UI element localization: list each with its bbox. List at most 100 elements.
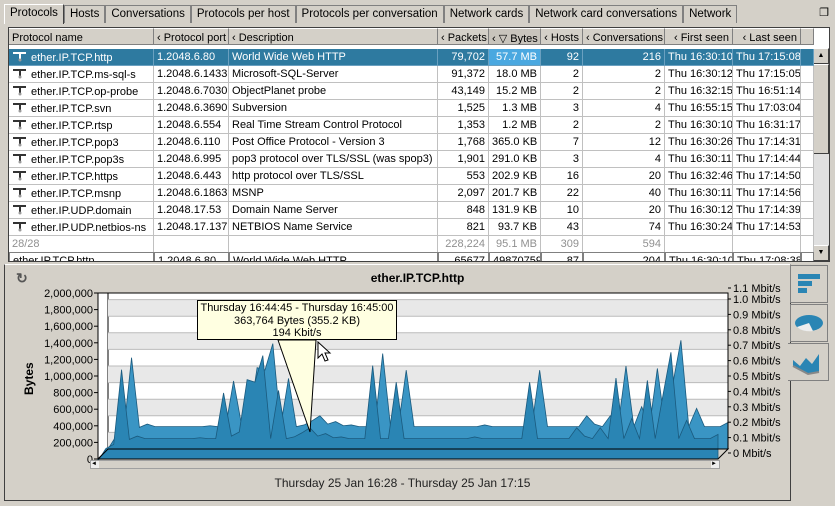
cell-text: Thu 16:32:15 (668, 85, 733, 97)
table-cell: 91,372 (438, 66, 489, 83)
table-cell: 93.7 KB (489, 219, 541, 236)
cell-text: 87 (566, 255, 579, 262)
filter-field[interactable]: 65677 (438, 252, 489, 261)
cell-text: 40 (648, 187, 661, 199)
pie-chart-tab[interactable] (790, 304, 828, 342)
table-row[interactable]: ether.IP.TCP.pop3s 1.2048.6.995 pop3 proto… (9, 151, 814, 168)
tab-protocols[interactable]: Protocols (4, 4, 64, 24)
table-cell: NETBIOS Name Service (229, 219, 438, 236)
cell-text: 43 (566, 221, 579, 233)
table-cell: ether.IP.TCP.http (9, 49, 154, 66)
cell-text: 22 (566, 187, 579, 199)
column-header[interactable]: ‹ First seen (665, 28, 733, 45)
table-cell: ether.IP.TCP.svn (9, 100, 154, 117)
protocol-icon (13, 205, 26, 215)
protocol-icon (13, 69, 26, 79)
table-header[interactable]: Protocol name ‹ Protocol port ‹ Descriptio… (9, 28, 814, 45)
cell-text: 291.0 KB (492, 153, 538, 165)
table-row[interactable]: ether.IP.TCP.https 1.2048.6.443 http proto… (9, 168, 814, 185)
table-cell: 92 (541, 49, 583, 66)
cell-text: Thu 17:15:08 (736, 51, 801, 63)
table-row[interactable]: ether.IP.UDP.domain 1.2048.17.53 Domain Na… (9, 202, 814, 219)
tab-conversations[interactable]: Conversations (105, 5, 191, 23)
table-row[interactable]: ether.IP.TCP.rtsp 1.2048.6.554 Real Time S… (9, 117, 814, 134)
filter-field[interactable]: ether.IP.TCP.http (9, 252, 154, 262)
area-chart-tab[interactable] (788, 343, 829, 381)
table-row[interactable]: ether.IP.TCP.msnp 1.2048.6.1863 MSNP 2,097 2… (9, 185, 814, 202)
vertical-scrollbar[interactable]: ▲ ▼ (813, 48, 829, 261)
protocol-icon (13, 154, 26, 164)
table-cell (801, 202, 814, 219)
cell-text: 1.2048.6.443 (157, 170, 222, 182)
filter-field[interactable] (801, 252, 814, 261)
pie-chart-icon (795, 315, 823, 332)
column-header[interactable]: ‹ ▽ Bytes (489, 28, 541, 45)
table-cell (801, 100, 814, 117)
cell-text: Thu 16:30:11 (668, 187, 733, 199)
column-header[interactable]: ‹ Packets (438, 28, 489, 45)
bar-chart-tab[interactable] (790, 265, 828, 303)
cell-text: Thu 17:14:56 (736, 187, 801, 199)
cell-text: 2 (572, 68, 579, 80)
cell-text: ether.IP.TCP.http (13, 255, 95, 262)
cell-text: Thu 17:08:38 (737, 255, 801, 262)
tab-network-cards[interactable]: Network cards (443, 5, 530, 23)
table-cell (801, 219, 814, 236)
table-row[interactable]: ether.IP.TCP.http 1.2048.6.80 World Wide W… (9, 49, 814, 66)
filter-field[interactable]: 87 (541, 252, 583, 262)
protocol-icon (13, 171, 26, 181)
cell-text: 204 (642, 255, 661, 262)
column-header[interactable]: ‹ Protocol port (154, 28, 229, 45)
table-cell: 79,702 (438, 49, 489, 66)
column-header[interactable]: ‹ Hosts (541, 28, 583, 45)
cell-text: Thu 16:30:12 (668, 68, 733, 80)
table-row[interactable]: ether.IP.UDP.netbios-ns 1.2048.17.137 NETB… (9, 219, 814, 236)
filter-field[interactable]: World Wide Web HTTP (229, 252, 438, 261)
table-cell: 1,768 (438, 134, 489, 151)
chart-horizontal-scrollbar[interactable]: ◄ ► (90, 460, 720, 469)
table-cell: 1.2048.6.443 (154, 168, 229, 185)
cell-text: Protocol name (12, 32, 83, 44)
table-cell: 365.0 KB (489, 134, 541, 151)
filter-field[interactable]: 1.2048.6.80 (154, 252, 229, 261)
scroll-thumb[interactable] (813, 64, 829, 154)
column-header[interactable] (801, 28, 814, 45)
table-cell: Thu 17:14:50 (733, 168, 801, 185)
tab-hosts[interactable]: Hosts (63, 5, 106, 23)
filter-field[interactable]: Thu 16:30:10 (665, 252, 733, 261)
filter-field[interactable]: 204 (583, 252, 665, 262)
cell-text: 1.2048.17.53 (157, 204, 222, 216)
cell-text: 1.2 MB (502, 119, 537, 131)
scroll-right-button[interactable]: ► (711, 461, 719, 468)
table-row[interactable]: ether.IP.TCP.op-probe 1.2048.6.7030 Object… (9, 83, 814, 100)
tab-protocols-per-conversation[interactable]: Protocols per conversation (295, 5, 444, 23)
table-row[interactable]: ether.IP.TCP.pop3 1.2048.6.110 Post Office… (9, 134, 814, 151)
column-header[interactable]: ‹ Description (229, 28, 438, 45)
restore-window-icon[interactable]: ❐ (819, 7, 829, 19)
table-row[interactable]: ether.IP.TCP.svn 1.2048.6.3690 Subversion 1… (9, 100, 814, 117)
cell-text: 1.2048.6.7030 (157, 85, 228, 97)
table-cell: World Wide Web HTTP (229, 49, 438, 66)
column-header[interactable]: ‹ Last seen (733, 28, 801, 45)
column-header[interactable]: ‹ Conversations (583, 28, 665, 45)
summary-row[interactable]: 28/28 228,224 95.1 MB 309 594 (9, 236, 814, 253)
filter-row[interactable]: ether.IP.TCP.http 1.2048.6.80 World Wide W… (9, 252, 814, 262)
cell-text: 1.2048.17.137 (157, 221, 228, 233)
refresh-icon[interactable]: ↻ (16, 270, 28, 286)
table-cell (665, 236, 733, 253)
filter-field[interactable]: Thu 17:08:38 (733, 252, 801, 262)
table-cell: 1,525 (438, 100, 489, 117)
cell-text: 20 (648, 204, 661, 216)
cell-text: 92 (566, 51, 579, 63)
tab-network-card-conversations[interactable]: Network card conversations (529, 5, 684, 23)
scroll-left-button[interactable]: ◄ (91, 461, 99, 468)
tab-protocols-per-host[interactable]: Protocols per host (190, 5, 296, 23)
table-cell: ether.IP.TCP.op-probe (9, 83, 154, 100)
scroll-down-button[interactable]: ▼ (813, 245, 829, 261)
filter-field[interactable]: 49870759 (489, 252, 541, 261)
column-header[interactable]: Protocol name (9, 28, 154, 45)
tab-network[interactable]: Network (683, 5, 738, 23)
table-row[interactable]: ether.IP.TCP.ms-sql-s 1.2048.6.1433 Micros… (9, 66, 814, 83)
table-cell: 594 (583, 236, 665, 253)
scroll-up-button[interactable]: ▲ (813, 48, 829, 64)
